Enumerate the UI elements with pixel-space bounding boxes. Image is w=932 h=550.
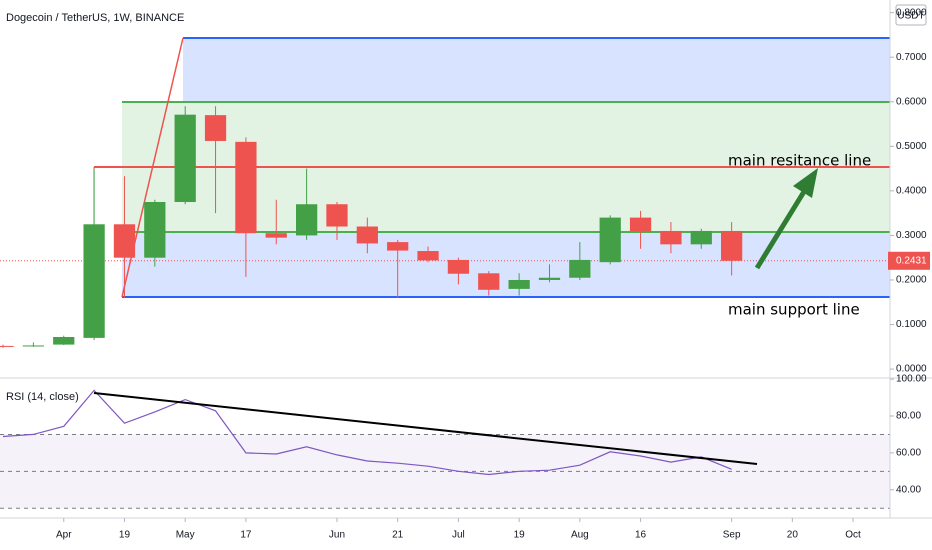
last-price-box bbox=[888, 251, 930, 270]
candle-body bbox=[356, 226, 378, 244]
y-tick-label: 80.00 bbox=[896, 411, 921, 422]
currency-box[interactable] bbox=[895, 4, 927, 26]
rsi-band bbox=[0, 434, 890, 509]
candle-body bbox=[235, 141, 257, 234]
rsi-line bbox=[2, 389, 732, 476]
candle-body bbox=[417, 251, 439, 261]
x-tick-label: 19 bbox=[514, 530, 526, 541]
x-tick-label: Apr bbox=[56, 530, 72, 541]
y-tick-label: 0.2000 bbox=[896, 275, 927, 286]
y-tick-label: 100.00 bbox=[896, 374, 927, 385]
rsi-trendline bbox=[93, 392, 758, 465]
chart-title: Dogecoin / TetherUS, 1W, BINANCE bbox=[6, 12, 184, 24]
candle-body bbox=[629, 217, 652, 232]
candle-body bbox=[22, 345, 45, 347]
arrow-head bbox=[793, 168, 818, 198]
y-tick-label: 0.1000 bbox=[896, 319, 927, 330]
y-tick-label: 60.00 bbox=[896, 448, 921, 459]
x-tick-label: Sep bbox=[723, 530, 741, 541]
x-tick-label: 17 bbox=[240, 530, 252, 541]
candle-body bbox=[53, 337, 75, 345]
x-tick-label: 20 bbox=[787, 530, 799, 541]
candle-body bbox=[265, 233, 287, 238]
y-tick-label: 0.0000 bbox=[896, 364, 927, 375]
x-tick-label: 16 bbox=[635, 530, 647, 541]
candle-body bbox=[538, 277, 561, 280]
x-tick-label: 19 bbox=[119, 530, 131, 541]
currency: USDT bbox=[897, 11, 924, 22]
x-tick-label: Oct bbox=[845, 530, 861, 541]
channel-zone bbox=[183, 38, 890, 102]
y-tick-label: 0.3000 bbox=[896, 230, 927, 241]
y-tick-label: 0.7000 bbox=[896, 52, 927, 63]
x-tick-label: Aug bbox=[571, 530, 589, 541]
candle-body bbox=[387, 242, 409, 251]
candle-body bbox=[83, 224, 105, 338]
last-price-label: 0.2431 bbox=[896, 255, 927, 266]
candle-body bbox=[660, 230, 682, 245]
x-tick-label: Jun bbox=[329, 530, 345, 541]
candle-body bbox=[0, 345, 14, 347]
arrow bbox=[754, 188, 808, 270]
annotation: main support line bbox=[728, 301, 860, 319]
candle-body bbox=[569, 259, 591, 278]
candle-body bbox=[113, 224, 136, 258]
candle-body bbox=[447, 259, 470, 274]
x-tick-label: Jul bbox=[452, 530, 465, 541]
candle-body bbox=[721, 230, 743, 261]
annotation: main resitance line bbox=[728, 152, 871, 170]
y-tick-label: 0.4000 bbox=[896, 186, 927, 197]
y-tick-label: 40.00 bbox=[896, 484, 921, 495]
x-tick-label: 21 bbox=[392, 530, 404, 541]
candle-body bbox=[204, 115, 227, 141]
candle-body bbox=[144, 202, 166, 258]
y-tick-label: 0.8000 bbox=[896, 7, 927, 18]
candle-body bbox=[508, 279, 530, 289]
candle-body bbox=[326, 204, 348, 227]
rsi-title: RSI (14, close) bbox=[6, 391, 79, 403]
y-tick-label: 0.5000 bbox=[896, 141, 927, 152]
y-tick-label: 0.6000 bbox=[896, 96, 927, 107]
candle-body bbox=[599, 217, 621, 263]
candle-body bbox=[478, 273, 500, 290]
candle-body bbox=[295, 204, 318, 236]
candle-body bbox=[174, 114, 196, 203]
candle-body bbox=[690, 230, 712, 245]
x-tick-label: May bbox=[176, 530, 195, 541]
